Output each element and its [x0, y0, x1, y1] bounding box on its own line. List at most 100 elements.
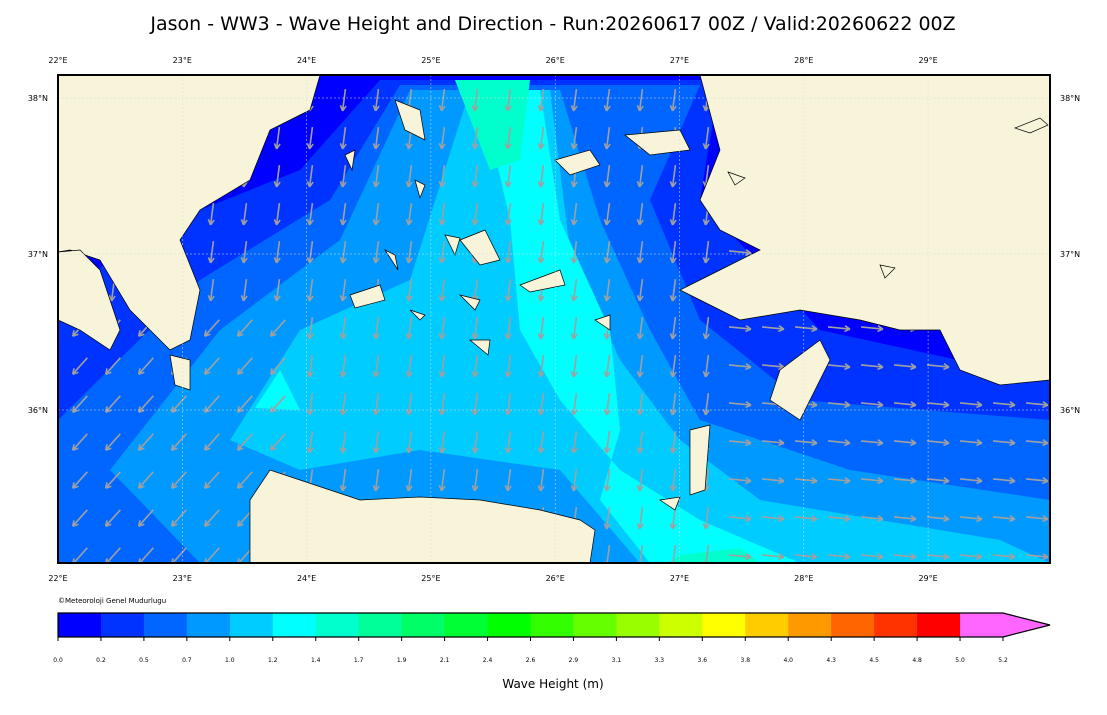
wave-arrow [728, 249, 752, 257]
wave-arrow [71, 509, 88, 527]
colorbar-tick-label: 4.5 [869, 657, 879, 664]
wave-arrow [728, 439, 752, 447]
wave-arrow [104, 395, 121, 413]
wave-arrow [137, 509, 154, 527]
wave-arrow [636, 164, 644, 188]
wave-arrow [926, 363, 950, 371]
wave-arrow [794, 477, 818, 485]
colorbar-segment [745, 613, 789, 637]
wave-arrow [992, 401, 1016, 409]
wave-arrow [1025, 553, 1049, 561]
wave-arrow [794, 515, 818, 523]
wave-arrow [471, 468, 479, 492]
wave-arrow [71, 433, 88, 451]
colorbar-tick-label: 1.4 [311, 657, 321, 664]
wave-arrow [959, 477, 983, 485]
lat-label: 36°N [28, 406, 48, 415]
wave-arrow [893, 363, 917, 371]
colorbar-tick-label: 1.0 [225, 657, 235, 664]
wave-arrow [570, 240, 578, 264]
wave-arrow [170, 433, 187, 451]
wave-arrow [603, 88, 611, 112]
wave-arrow [170, 471, 187, 489]
wave-arrow [669, 202, 677, 226]
wave-arrow [339, 392, 347, 416]
wave-arrow [570, 316, 578, 340]
wave-arrow [471, 354, 479, 378]
colorbar-tick-label: 1.9 [397, 657, 407, 664]
colorbar-segment [401, 613, 446, 637]
wave-arrow [636, 430, 644, 454]
wave-arrow [761, 515, 785, 523]
colorbar-segment [788, 613, 832, 637]
wave-arrow [893, 553, 917, 561]
wave-arrow [504, 354, 512, 378]
wave-arrow [537, 202, 545, 226]
lon-label: 24°E [297, 574, 316, 583]
wave-arrow [570, 278, 578, 302]
wave-arrow [959, 553, 983, 561]
wave-arrow [794, 439, 818, 447]
colorbar-segment [960, 613, 1004, 637]
wave-arrow [860, 515, 884, 523]
colorbar-frame [57, 612, 1051, 638]
colorbar-tick-label: 5.0 [955, 657, 965, 664]
lon-label: 27°E [670, 574, 689, 583]
wave-arrow [504, 278, 512, 302]
wave-arrow [893, 439, 917, 447]
wave-arrow [269, 357, 286, 375]
wave-arrow [306, 278, 314, 302]
land-islands [169, 99, 1049, 511]
wave-arrow [728, 325, 752, 333]
colorbar-segment [143, 613, 188, 637]
wave-arrow [438, 316, 446, 340]
colorbar-tick-label: 2.1 [440, 657, 450, 664]
colorbar-segment [100, 613, 145, 637]
wave-arrow [761, 439, 785, 447]
wave-arrow [603, 164, 611, 188]
colorbar-segment [58, 613, 102, 637]
wave-arrow [471, 392, 479, 416]
wave-arrow [471, 126, 479, 150]
wave-arrow [728, 553, 752, 561]
wave-arrow [504, 88, 512, 112]
wave-arrow [438, 202, 446, 226]
wave-arrow [306, 240, 314, 264]
wave-zone [455, 80, 760, 563]
wave-arrow [636, 354, 644, 378]
wave-arrow [137, 395, 154, 413]
wave-arrow [827, 325, 851, 333]
wave-arrow [471, 88, 479, 112]
wave-arrow [603, 202, 611, 226]
colorbar-tick-label: 3.1 [612, 657, 622, 664]
wave-arrow [669, 88, 677, 112]
lon-label: 29°E [918, 574, 937, 583]
wave-arrow [405, 240, 413, 264]
wave-arrow [203, 433, 220, 451]
wave-arrow [728, 477, 752, 485]
wave-arrow [306, 126, 314, 150]
wave-arrow [570, 88, 578, 112]
wave-arrow [603, 126, 611, 150]
wave-arrow [959, 401, 983, 409]
wave-arrow [71, 395, 88, 413]
wave-arrow [669, 316, 677, 340]
wave-arrow [636, 392, 644, 416]
wave-arrow [372, 354, 380, 378]
wave-arrow [405, 278, 413, 302]
wave-arrow [471, 164, 479, 188]
wave-arrow [339, 316, 347, 340]
colorbar-tick-label: 4.3 [826, 657, 836, 664]
wave-arrow [306, 316, 314, 340]
wave-arrow [702, 316, 710, 340]
wave-arrow [603, 468, 611, 492]
wave-arrow [471, 430, 479, 454]
wave-arrow [339, 278, 347, 302]
wave-arrow [603, 430, 611, 454]
wave-arrow [893, 515, 917, 523]
colorbar-tick-label: 4.0 [783, 657, 793, 664]
wave-arrow [504, 430, 512, 454]
colorbar-tick-label: 2.4 [483, 657, 493, 664]
wave-arrow [339, 240, 347, 264]
lon-label: 24°E [297, 56, 316, 65]
